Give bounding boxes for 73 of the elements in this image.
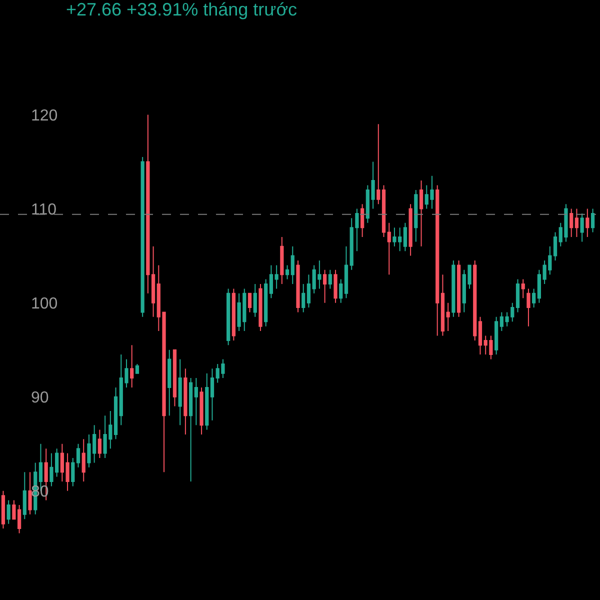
candlestick [382,184,386,238]
candlestick [184,368,188,435]
candlestick [1,490,6,530]
candlestick [328,269,332,290]
candlestick [114,386,118,440]
candlestick [232,288,236,341]
candlestick [253,284,257,318]
candlestick [194,378,198,426]
chart-title: +27.66 +33.91% tháng trước [66,0,298,20]
candlestick [494,316,498,356]
y-tick-label: 110 [31,201,57,218]
candlestick [296,260,300,313]
candlestick [574,208,579,238]
candlestick [446,302,450,332]
candlestick [205,372,209,430]
candlestick [408,204,412,256]
candlestick [403,222,408,252]
candlestick [440,274,445,336]
candlestick [22,472,26,520]
candlestick [130,344,134,388]
candlestick [580,212,584,242]
candlestick [526,288,530,327]
candlestick [146,114,150,294]
candlestick [456,260,461,318]
candlestick [339,278,343,304]
candlestick [28,472,32,515]
candlestick [200,386,204,435]
candlestick [290,246,294,285]
candlestick [76,443,80,468]
candlestick [436,184,440,336]
candlestick [172,349,177,407]
candlestick [376,124,380,205]
candlestick [285,264,290,280]
candlestick [452,260,456,318]
candlestick [590,208,595,233]
candlestick [473,260,477,341]
candlestick [302,284,306,313]
candlestick [6,500,10,524]
candlestick [419,180,424,247]
y-tick-label: 100 [31,295,58,312]
candlestick [306,274,311,308]
candlestick [168,349,172,416]
candlestick [334,269,338,304]
candlestick [360,204,364,238]
candlestick [264,278,268,327]
candlestick [98,429,102,458]
candlestick [553,232,558,261]
candlestick [82,438,86,482]
candlestick [188,378,193,482]
candlestick [280,236,284,285]
candlestick [71,457,75,487]
candlestick [178,358,182,426]
candlestick [478,316,482,356]
candlestick [226,288,230,346]
candlestick [521,278,525,299]
y-tick-label: 90 [31,389,49,406]
candlestick [344,246,348,299]
candlestick [532,288,536,308]
candlestick [248,292,252,313]
candlestick [151,246,156,318]
candlestick [322,269,327,304]
candlestick [140,156,144,318]
candlestick [570,208,574,238]
candlestick [135,363,140,374]
candlestick [210,368,214,421]
candlestick [387,222,391,276]
candlestick [269,264,274,299]
candlestick [516,278,520,313]
candlestick [586,208,590,238]
candlestick [274,264,278,290]
y-tick-label: 120 [31,107,58,124]
candlestick [414,189,418,242]
candlestick [258,284,262,332]
